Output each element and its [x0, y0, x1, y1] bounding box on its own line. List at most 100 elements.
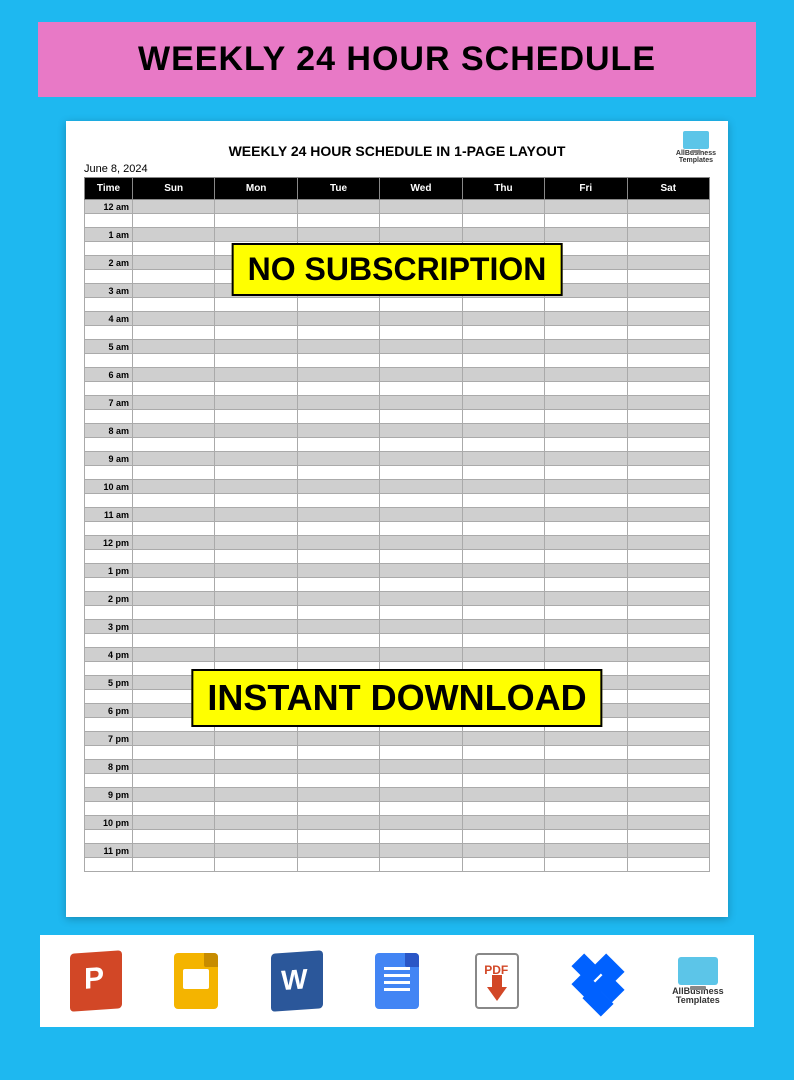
dropbox-icon[interactable]	[562, 945, 634, 1017]
schedule-cell	[133, 564, 215, 578]
schedule-cell	[215, 228, 297, 242]
schedule-cell	[462, 200, 544, 214]
schedule-cell	[545, 354, 627, 368]
schedule-cell	[627, 340, 709, 354]
time-cell	[85, 690, 133, 704]
time-cell: 2 am	[85, 256, 133, 270]
table-row	[85, 830, 710, 844]
pdf-download-icon[interactable]: PDF	[461, 945, 533, 1017]
schedule-cell	[133, 746, 215, 760]
table-row: 7 am	[85, 396, 710, 410]
schedule-cell	[380, 410, 462, 424]
schedule-cell	[215, 564, 297, 578]
schedule-cell	[627, 592, 709, 606]
time-cell	[85, 466, 133, 480]
schedule-cell	[133, 200, 215, 214]
schedule-cell	[462, 340, 544, 354]
schedule-cell	[133, 410, 215, 424]
document-preview: AllBusiness Templates WEEKLY 24 HOUR SCH…	[66, 121, 728, 917]
schedule-cell	[462, 648, 544, 662]
schedule-cell	[462, 214, 544, 228]
overlay-instant-download: INSTANT DOWNLOAD	[191, 669, 602, 727]
schedule-cell	[627, 354, 709, 368]
schedule-cell	[133, 284, 215, 298]
monitor-icon	[683, 131, 709, 149]
schedule-cell	[133, 340, 215, 354]
schedule-cell	[297, 452, 379, 466]
column-header: Time	[85, 178, 133, 200]
schedule-cell	[215, 480, 297, 494]
time-cell	[85, 718, 133, 732]
schedule-cell	[133, 802, 215, 816]
schedule-cell	[545, 634, 627, 648]
schedule-cell	[627, 214, 709, 228]
powerpoint-icon[interactable]	[60, 945, 132, 1017]
schedule-cell	[545, 802, 627, 816]
schedule-cell	[545, 732, 627, 746]
schedule-cell	[297, 788, 379, 802]
schedule-cell	[297, 508, 379, 522]
time-cell	[85, 550, 133, 564]
google-docs-icon[interactable]	[361, 945, 433, 1017]
schedule-cell	[545, 648, 627, 662]
table-row: 12 pm	[85, 536, 710, 550]
schedule-cell	[297, 368, 379, 382]
google-slides-icon[interactable]	[160, 945, 232, 1017]
column-header: Sun	[133, 178, 215, 200]
schedule-cell	[627, 326, 709, 340]
schedule-cell	[380, 424, 462, 438]
schedule-cell	[215, 382, 297, 396]
schedule-cell	[215, 648, 297, 662]
schedule-cell	[133, 536, 215, 550]
schedule-cell	[380, 536, 462, 550]
schedule-cell	[462, 634, 544, 648]
table-row: 7 pm	[85, 732, 710, 746]
allbusinesstemplates-icon[interactable]: AllBusiness Templates	[662, 945, 734, 1017]
schedule-cell	[545, 494, 627, 508]
schedule-cell	[133, 256, 215, 270]
schedule-cell	[133, 452, 215, 466]
schedule-cell	[133, 368, 215, 382]
time-cell: 5 pm	[85, 676, 133, 690]
schedule-cell	[627, 704, 709, 718]
schedule-cell	[627, 410, 709, 424]
schedule-cell	[627, 634, 709, 648]
schedule-cell	[297, 424, 379, 438]
schedule-cell	[215, 452, 297, 466]
schedule-cell	[215, 396, 297, 410]
schedule-cell	[215, 606, 297, 620]
schedule-cell	[462, 844, 544, 858]
schedule-cell	[380, 312, 462, 326]
schedule-cell	[215, 802, 297, 816]
schedule-cell	[215, 340, 297, 354]
schedule-cell	[297, 606, 379, 620]
schedule-cell	[380, 620, 462, 634]
word-icon[interactable]	[261, 945, 333, 1017]
time-cell: 12 pm	[85, 536, 133, 550]
table-row	[85, 550, 710, 564]
table-row	[85, 494, 710, 508]
schedule-cell	[297, 732, 379, 746]
schedule-cell	[462, 802, 544, 816]
table-row: 3 pm	[85, 620, 710, 634]
table-row	[85, 382, 710, 396]
schedule-cell	[215, 312, 297, 326]
schedule-cell	[627, 452, 709, 466]
table-row	[85, 606, 710, 620]
schedule-cell	[627, 844, 709, 858]
table-header: TimeSunMonTueWedThuFriSat	[85, 178, 710, 200]
table-row: 1 pm	[85, 564, 710, 578]
schedule-cell	[627, 788, 709, 802]
table-row	[85, 578, 710, 592]
time-cell: 9 pm	[85, 788, 133, 802]
time-cell	[85, 326, 133, 340]
schedule-cell	[297, 200, 379, 214]
schedule-cell	[627, 746, 709, 760]
schedule-cell	[380, 732, 462, 746]
schedule-cell	[380, 606, 462, 620]
schedule-cell	[297, 382, 379, 396]
schedule-cell	[380, 480, 462, 494]
time-cell: 10 pm	[85, 816, 133, 830]
time-cell: 8 pm	[85, 760, 133, 774]
schedule-cell	[133, 424, 215, 438]
